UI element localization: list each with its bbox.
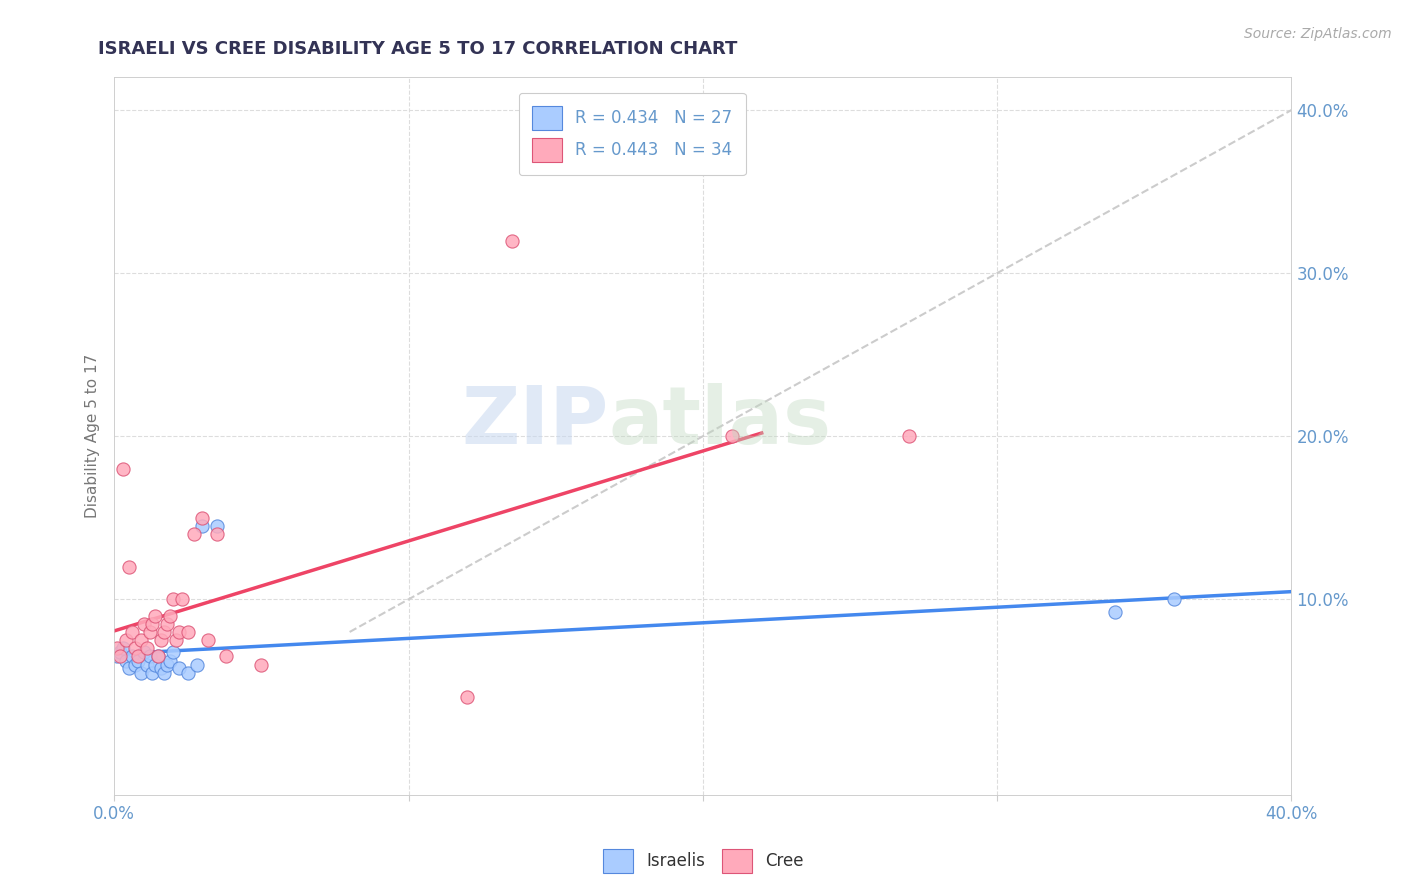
Legend: R = 0.434   N = 27, R = 0.443   N = 34: R = 0.434 N = 27, R = 0.443 N = 34 xyxy=(519,93,745,175)
Point xyxy=(115,654,138,668)
Point xyxy=(1104,606,1126,620)
Text: ISRAELI VS CREE DISABILITY AGE 5 TO 17 CORRELATION CHART: ISRAELI VS CREE DISABILITY AGE 5 TO 17 C… xyxy=(98,40,738,58)
Point xyxy=(197,633,219,648)
Point xyxy=(156,657,179,672)
Point xyxy=(105,641,128,656)
Point xyxy=(183,527,205,541)
Point xyxy=(250,657,273,672)
Point xyxy=(162,644,184,658)
Point xyxy=(156,616,179,631)
Point xyxy=(148,649,170,664)
Point xyxy=(186,657,208,672)
Text: Source: ZipAtlas.com: Source: ZipAtlas.com xyxy=(1244,27,1392,41)
Point xyxy=(153,624,176,639)
Point xyxy=(177,665,200,680)
Point xyxy=(108,649,131,664)
Point xyxy=(177,624,200,639)
Point xyxy=(141,616,163,631)
Point xyxy=(111,462,134,476)
Point xyxy=(897,429,920,443)
Point xyxy=(129,665,152,680)
Point xyxy=(205,527,228,541)
Point xyxy=(159,654,181,668)
Point xyxy=(115,633,138,648)
Point xyxy=(138,649,160,664)
Point xyxy=(150,661,173,675)
Point xyxy=(148,649,170,664)
Point xyxy=(138,624,160,639)
Point xyxy=(501,234,523,248)
Point xyxy=(127,649,149,664)
Text: ZIP: ZIP xyxy=(461,383,609,461)
Point xyxy=(118,661,141,675)
Point xyxy=(124,657,146,672)
Point xyxy=(162,592,184,607)
Point xyxy=(105,649,128,664)
Point xyxy=(456,690,478,705)
Point xyxy=(205,519,228,533)
Point xyxy=(159,608,181,623)
Point xyxy=(145,608,167,623)
Point xyxy=(153,665,176,680)
Point xyxy=(191,519,214,533)
Point xyxy=(721,429,744,443)
Point xyxy=(141,665,163,680)
Point xyxy=(145,657,167,672)
Point xyxy=(165,633,187,648)
Y-axis label: Disability Age 5 to 17: Disability Age 5 to 17 xyxy=(86,354,100,518)
Point xyxy=(1163,592,1185,607)
Point xyxy=(129,633,152,648)
Point xyxy=(167,624,190,639)
Point xyxy=(132,616,155,631)
Point xyxy=(170,592,193,607)
Point xyxy=(135,657,157,672)
Point xyxy=(108,644,131,658)
Point xyxy=(127,654,149,668)
Point xyxy=(118,559,141,574)
Point xyxy=(124,641,146,656)
Point xyxy=(121,624,143,639)
Legend: Israelis, Cree: Israelis, Cree xyxy=(596,842,810,880)
Point xyxy=(135,641,157,656)
Point xyxy=(167,661,190,675)
Text: atlas: atlas xyxy=(609,383,832,461)
Point xyxy=(215,649,238,664)
Point xyxy=(121,649,143,664)
Point xyxy=(111,641,134,656)
Point xyxy=(150,633,173,648)
Point xyxy=(191,510,214,524)
Point xyxy=(132,644,155,658)
